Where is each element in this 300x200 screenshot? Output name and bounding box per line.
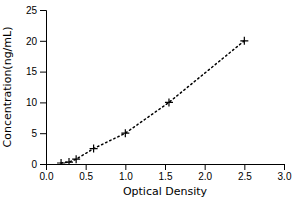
x-axis-line bbox=[47, 165, 285, 171]
y-axis-tick-mark bbox=[40, 10, 46, 11]
plot-area: 0.0 0.5 1.0 1.5 2.0 2.5 3.0 0 5 10 15 20 25 bbox=[26, 5, 292, 182]
y-axis-tick-label: 15 bbox=[26, 66, 38, 77]
point bbox=[57, 159, 65, 164]
y-axis-tick-mark bbox=[40, 164, 46, 165]
y-axis-tick: 5 bbox=[31, 128, 46, 139]
x-axis-tick-mark bbox=[165, 164, 166, 170]
y-axis-title: Concentration(ng/mL) bbox=[1, 27, 14, 148]
x-axis-tick: 0.0 bbox=[40, 164, 54, 182]
x-axis-title: Optical Density bbox=[123, 185, 208, 198]
x-axis-tick-label: 3.0 bbox=[278, 171, 292, 182]
x-axis-tick: 2.5 bbox=[238, 164, 252, 182]
y-axis-tick-label: 20 bbox=[26, 36, 38, 47]
y-axis-tick-mark bbox=[40, 102, 46, 103]
x-axis-tick-mark bbox=[125, 164, 126, 170]
point bbox=[121, 129, 129, 137]
point bbox=[65, 158, 73, 164]
marks bbox=[57, 37, 248, 164]
y-axis-tick-label: 10 bbox=[26, 97, 38, 108]
x-axis: 0.0 0.5 1.0 1.5 2.0 2.5 3.0 bbox=[40, 164, 292, 182]
y-axis: 0 5 10 15 20 25 bbox=[26, 5, 47, 170]
x-axis-tick-label: 0.0 bbox=[40, 171, 54, 182]
y-axis-tick: 25 bbox=[26, 5, 46, 16]
x-axis-tick: 0.5 bbox=[79, 164, 93, 182]
x-axis-tick-mark bbox=[86, 164, 87, 170]
y-axis-tick-mark bbox=[40, 133, 46, 134]
y-axis-tick-label: 5 bbox=[31, 128, 37, 139]
y-axis-line bbox=[40, 11, 47, 165]
line bbox=[61, 41, 244, 163]
x-axis-tick: 3.0 bbox=[278, 164, 292, 182]
x-axis-tick: 2.0 bbox=[198, 164, 212, 182]
y-axis-tick: 20 bbox=[26, 36, 46, 47]
x-axis-tick-label: 1.5 bbox=[159, 171, 173, 182]
y-axis-tick: 0 bbox=[31, 159, 46, 170]
x-axis-tick: 1.0 bbox=[119, 164, 133, 182]
x-axis-tick-label: 2.5 bbox=[238, 171, 252, 182]
x-axis-tick-label: 0.5 bbox=[79, 171, 93, 182]
point bbox=[165, 98, 173, 106]
point bbox=[90, 145, 98, 153]
x-axis-tick-label: 2.0 bbox=[198, 171, 212, 182]
y-axis-tick: 10 bbox=[26, 97, 46, 108]
point bbox=[72, 155, 80, 163]
y-axis-tick-mark bbox=[40, 72, 46, 73]
y-axis-tick-label: 25 bbox=[26, 5, 38, 16]
y-axis-tick-label: 0 bbox=[31, 159, 37, 170]
x-axis-tick-mark bbox=[284, 164, 285, 170]
point bbox=[240, 37, 248, 45]
y-axis-tick-mark bbox=[40, 41, 46, 42]
x-axis-tick: 1.5 bbox=[159, 164, 173, 182]
x-axis-tick-mark bbox=[205, 164, 206, 170]
chart: 0.0 0.5 1.0 1.5 2.0 2.5 3.0 0 5 10 15 20 25 Optical D… bbox=[0, 0, 300, 200]
x-axis-tick-mark bbox=[244, 164, 245, 170]
x-axis-tick-label: 1.0 bbox=[119, 171, 133, 182]
y-axis-tick: 15 bbox=[26, 66, 46, 77]
